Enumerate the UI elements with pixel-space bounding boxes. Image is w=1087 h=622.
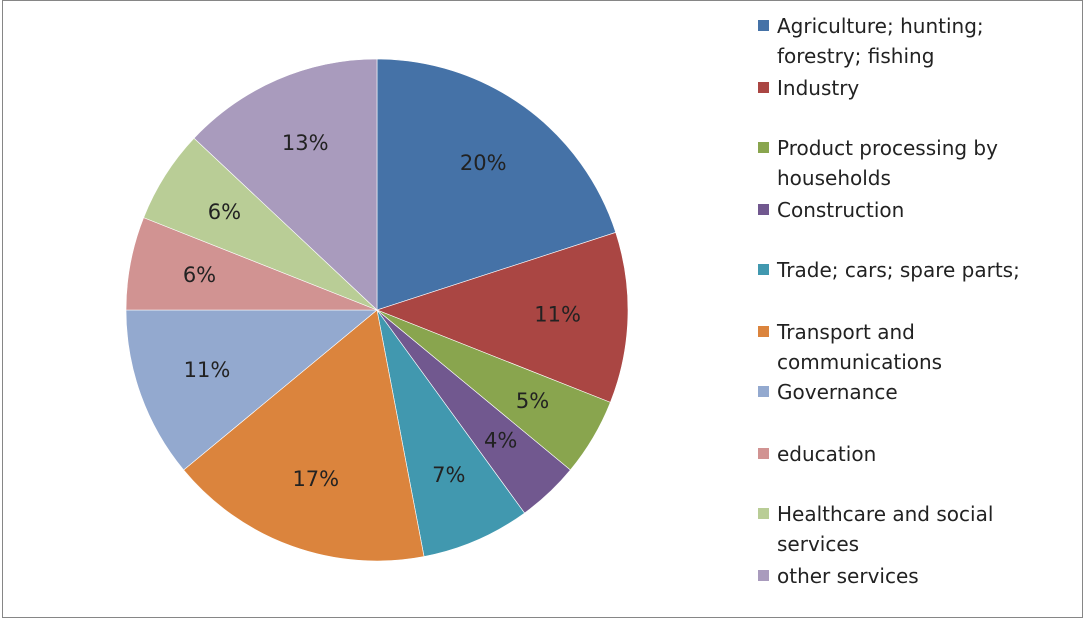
- legend-item-6: Governance: [758, 377, 898, 407]
- legend-item-7: education: [758, 439, 876, 469]
- pie-slice-9: [193, 58, 378, 311]
- slice-data-label-8: 6%: [208, 200, 241, 224]
- pie-slice-6: [125, 309, 378, 471]
- legend-label-6: Governance: [777, 380, 898, 404]
- legend-swatch-0: [758, 20, 769, 31]
- slice-data-label-3: 4%: [484, 429, 517, 453]
- slice-data-label-6: 11%: [184, 358, 231, 382]
- legend-swatch-8: [758, 508, 769, 519]
- legend-label-5: Transport and communications: [777, 320, 943, 374]
- pie-slice-0: [376, 58, 617, 311]
- slice-data-label-1: 11%: [534, 303, 581, 327]
- legend-item-2: Product processing by households: [758, 133, 998, 193]
- legend-swatch-3: [758, 204, 769, 215]
- pie-slice-1: [376, 232, 629, 403]
- legend-label-9: other services: [777, 564, 919, 588]
- legend-item-5: Transport and communications: [758, 317, 942, 377]
- legend-item-1: Industry: [758, 73, 859, 103]
- legend-item-8: Healthcare and social services: [758, 499, 993, 559]
- slice-data-label-0: 20%: [460, 151, 507, 175]
- legend-swatch-9: [758, 570, 769, 581]
- pie-slice-4: [376, 309, 525, 557]
- legend-swatch-5: [758, 326, 769, 337]
- pie-chart: 20% 11% 5% 4% 7% 17% 11% 6% 6% 13%: [125, 58, 629, 562]
- legend-item-4: Trade; cars; spare parts;: [758, 255, 1020, 285]
- legend-label-2: Product processing by households: [777, 136, 998, 190]
- legend-swatch-4: [758, 264, 769, 275]
- legend-label-0: Agriculture; hunting; forestry; fishing: [777, 14, 984, 68]
- legend-swatch-2: [758, 142, 769, 153]
- slice-data-label-4: 7%: [432, 463, 465, 487]
- slice-data-label-2: 5%: [516, 389, 549, 413]
- slice-data-label-9: 13%: [282, 131, 329, 155]
- legend-swatch-7: [758, 448, 769, 459]
- legend-swatch-1: [758, 82, 769, 93]
- legend-label-4: Trade; cars; spare parts;: [777, 258, 1020, 282]
- legend-label-7: education: [777, 442, 877, 466]
- legend-swatch-6: [758, 386, 769, 397]
- slice-data-label-5: 17%: [292, 467, 339, 491]
- legend-item-0: Agriculture; hunting; forestry; fishing: [758, 11, 984, 71]
- slice-data-label-7: 6%: [183, 263, 216, 287]
- pie-slice-5: [183, 309, 425, 562]
- legend-label-1: Industry: [777, 76, 860, 100]
- legend-item-3: Construction: [758, 195, 904, 225]
- legend-label-8: Healthcare and social services: [777, 502, 994, 556]
- legend-label-3: Construction: [777, 198, 905, 222]
- legend-item-9: other services: [758, 561, 919, 591]
